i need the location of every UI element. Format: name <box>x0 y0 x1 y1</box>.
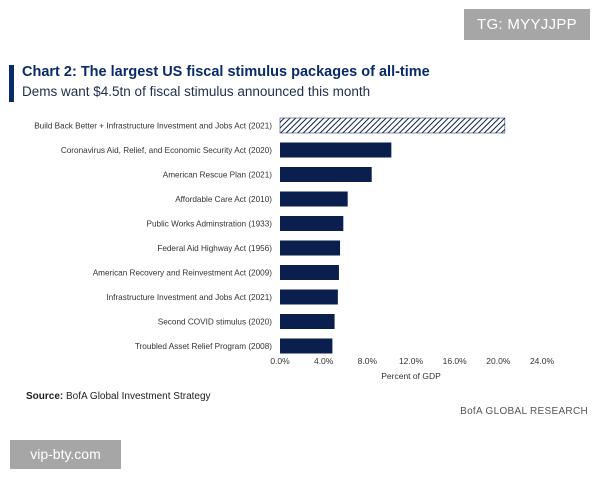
x-tick-label-0: 0.0% <box>270 356 290 366</box>
x-tick-label-6: 24.0% <box>530 356 555 366</box>
bar-5 <box>280 240 341 256</box>
x-tick-label-3: 12.0% <box>399 356 424 366</box>
category-label-1: Coronavirus Aid, Relief, and Economic Se… <box>61 146 272 155</box>
category-label-8: Second COVID stimulus (2020) <box>158 318 272 327</box>
bar-8 <box>280 314 335 329</box>
x-tick-labels-layer: 0.0% 4.0% 8.0% 12.0% 16.0% 20.0% 24.0% <box>270 356 554 366</box>
bar-1 <box>280 142 392 158</box>
bar-9 <box>280 338 333 354</box>
bar-7 <box>280 289 338 305</box>
category-label-6: American Recovery and Reinvestment Act (… <box>93 269 273 278</box>
bar-2 <box>280 167 372 182</box>
x-tick-label-5: 20.0% <box>486 356 511 366</box>
category-label-3: Affordable Care Act (2010) <box>175 195 272 204</box>
source-label: Source: <box>26 391 64 402</box>
watermark-top-badge: TG: MYYJJPP <box>464 9 590 40</box>
category-label-4: Public Works Adminstration (1933) <box>147 220 273 229</box>
chart-title: Chart 2: The largest US fiscal stimulus … <box>22 64 430 80</box>
source-text: BofA Global Investment Strategy <box>66 391 211 402</box>
bar-chart: Build Back Better + Infrastructure Inves… <box>34 117 554 381</box>
category-labels-layer: Build Back Better + Infrastructure Inves… <box>34 122 272 352</box>
category-label-7: Infrastructure Investment and Jobs Act (… <box>106 293 272 302</box>
category-label-5: Federal Aid Highway Act (1956) <box>157 244 272 253</box>
bar-0 <box>279 117 506 134</box>
source-line: Source: BofA Global Investment Strategy <box>26 391 211 402</box>
watermark-bottom-badge: vip-bty.com <box>10 440 121 469</box>
title-accent-bar <box>9 65 14 102</box>
category-label-9: Troubled Asset Relief Program (2008) <box>135 342 272 351</box>
category-label-0: Build Back Better + Infrastructure Inves… <box>34 122 272 131</box>
x-tick-label-4: 16.0% <box>443 356 468 366</box>
category-label-2: American Rescue Plan (2021) <box>163 171 272 180</box>
publisher-credit: BofA GLOBAL RESEARCH <box>460 406 588 417</box>
bar-4 <box>280 216 344 231</box>
bars-layer <box>279 117 506 354</box>
x-tick-label-1: 4.0% <box>314 356 334 366</box>
chart-subtitle: Dems want $4.5tn of fiscal stimulus anno… <box>22 84 371 99</box>
bar-6 <box>280 265 339 280</box>
x-axis-label: Percent of GDP <box>381 371 441 381</box>
x-tick-label-2: 8.0% <box>358 356 378 366</box>
bar-3 <box>280 191 348 207</box>
